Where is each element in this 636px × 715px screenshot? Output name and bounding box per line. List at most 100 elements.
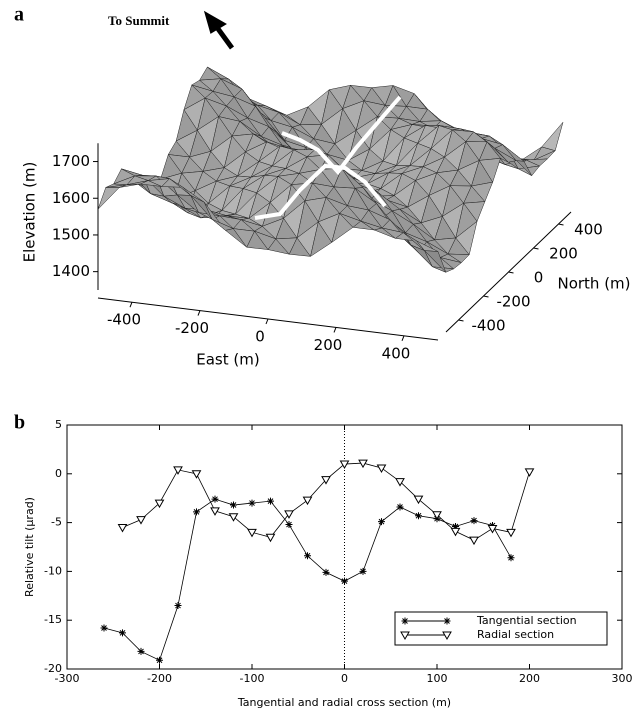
legend-marker [401, 617, 409, 625]
x-axis-label: East (m) [196, 351, 259, 369]
x-tick-label: 100 [427, 672, 448, 685]
z-tick-label: 1500 [52, 225, 90, 243]
marker [359, 567, 367, 575]
marker [265, 533, 276, 543]
terrain-facet [463, 201, 486, 222]
legend [394, 611, 608, 646]
marker [304, 552, 311, 560]
marker [413, 495, 424, 505]
marker [136, 516, 146, 525]
terrain-facet [97, 187, 120, 210]
panel-label: a [14, 4, 24, 26]
y-tick-label: -20 [44, 662, 62, 675]
legend-label: Tangential section [476, 614, 577, 627]
marker [321, 476, 331, 485]
z-tick-label: 1400 [52, 262, 90, 280]
y-tick-label: 400 [574, 221, 603, 239]
y-tick [533, 247, 539, 250]
y-tick [508, 271, 514, 274]
marker [191, 470, 202, 479]
x-tick-label: -200 [147, 672, 172, 685]
marker [452, 523, 459, 531]
marker [322, 568, 330, 576]
y-tick-label: -10 [44, 564, 62, 577]
y-axis-label: Relative tilt (µrad) [23, 497, 36, 597]
x-tick-label: 200 [519, 672, 540, 685]
survey-line [281, 95, 402, 176]
terrain-facet [494, 148, 517, 163]
survey-line [254, 163, 387, 220]
marker [193, 508, 200, 516]
y-tick [483, 295, 489, 298]
marker [415, 512, 422, 520]
x-tick-label: 200 [314, 336, 343, 354]
legend-marker [443, 617, 451, 625]
terrain-facet [455, 220, 478, 256]
marker [267, 497, 274, 505]
x-tick [333, 327, 337, 333]
marker [248, 499, 256, 507]
y-tick-label: 0 [55, 467, 62, 480]
marker [432, 511, 442, 520]
x-tick-label: 0 [341, 672, 348, 685]
marker [211, 495, 219, 503]
marker [524, 468, 535, 477]
marker [469, 536, 479, 546]
marker [156, 656, 163, 664]
marker [173, 466, 183, 475]
legend-marker [442, 631, 452, 641]
marker [230, 501, 237, 509]
y-tick-label: -15 [44, 613, 62, 626]
terrain-facet [541, 122, 564, 151]
marker [285, 521, 293, 529]
terrain-facet [447, 253, 470, 263]
marker [395, 478, 405, 487]
series-line [122, 462, 530, 541]
x-tick [265, 318, 269, 325]
summit-arrow [203, 10, 235, 50]
marker [470, 517, 478, 525]
y-tick [558, 223, 564, 226]
terrain-facet [423, 250, 447, 273]
marker [341, 577, 348, 585]
marker [339, 460, 350, 470]
x-tick [401, 335, 405, 341]
terrain-facet [470, 181, 494, 203]
legend-marker [400, 631, 410, 641]
x-axis-label: Tangential and radial cross section (m) [237, 696, 451, 709]
marker [450, 527, 461, 537]
y-axis-label: North (m) [557, 275, 630, 293]
marker [487, 524, 498, 534]
terrain-facet [478, 158, 501, 183]
x-tick [129, 302, 133, 308]
marker [376, 464, 387, 473]
marker [210, 507, 220, 516]
terrain-facet [486, 141, 509, 163]
x-tick [197, 310, 201, 316]
marker [396, 503, 404, 511]
marker [506, 528, 516, 538]
marker [284, 510, 294, 519]
y-tick-label: 0 [534, 269, 544, 287]
y-tick-label: -200 [496, 293, 530, 311]
marker [117, 523, 128, 533]
marker [507, 554, 515, 562]
x-tick-label: -400 [107, 311, 141, 329]
x-tick-label: 300 [612, 672, 633, 685]
marker [378, 518, 385, 526]
marker [154, 499, 165, 509]
z-tick-label: 1700 [52, 152, 90, 170]
terrain-facet [526, 158, 549, 167]
annotation: To Summit [108, 13, 170, 28]
x-tick-label: -200 [175, 319, 209, 337]
x-tick-label: -100 [240, 672, 265, 685]
x-tick-label: -300 [55, 672, 80, 685]
marker [228, 513, 239, 522]
z-tick-label: 1600 [52, 189, 90, 207]
y-tick [458, 319, 464, 322]
x-tick-label: 0 [255, 328, 265, 346]
x-tick-label: 400 [382, 344, 411, 362]
y-tick-label: -400 [471, 317, 505, 335]
